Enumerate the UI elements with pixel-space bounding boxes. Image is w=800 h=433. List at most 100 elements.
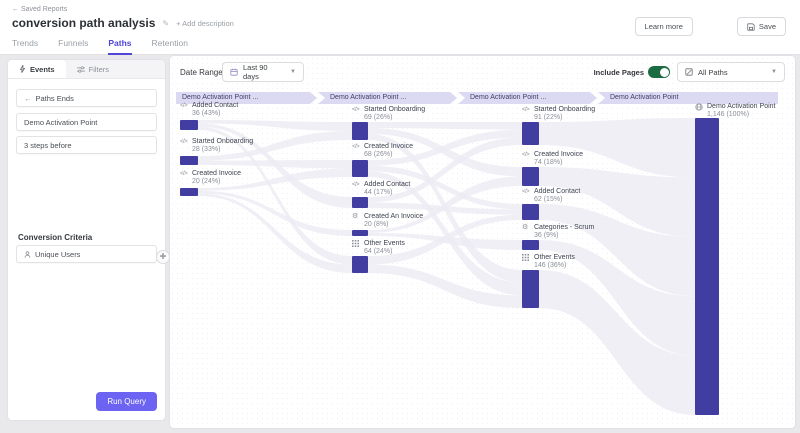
flow-link[interactable] bbox=[539, 270, 695, 415]
flow-link[interactable] bbox=[198, 126, 352, 265]
flow-link[interactable] bbox=[198, 193, 352, 273]
node-event-name: Other Events bbox=[364, 240, 405, 247]
flow-link[interactable] bbox=[539, 167, 695, 237]
sankey-node-bar[interactable] bbox=[522, 270, 539, 308]
flow-link[interactable] bbox=[368, 137, 522, 203]
custom-event-icon: ⚙ bbox=[522, 224, 529, 231]
learn-more-label: Learn more bbox=[644, 22, 683, 31]
flow-link[interactable] bbox=[539, 204, 695, 297]
sidebar-tab-filters[interactable]: Filters bbox=[66, 60, 120, 78]
add-description-button[interactable]: + Add description bbox=[176, 18, 234, 28]
sankey-node-label[interactable]: </> Created Invoice 20 (24%) bbox=[180, 170, 241, 185]
counting-method-field[interactable]: Unique Users bbox=[16, 245, 157, 263]
sankey-node-label[interactable]: </> Created Invoice 68 (26%) bbox=[352, 143, 413, 158]
flow-link[interactable] bbox=[198, 168, 352, 191]
sankey-node-label[interactable]: ⚙ Created An Invoice 20 (8%) bbox=[352, 213, 423, 228]
tab-trends[interactable]: Trends bbox=[12, 38, 39, 48]
node-count: 20 (8%) bbox=[364, 221, 389, 228]
node-event-name: Created Invoice bbox=[534, 151, 584, 158]
sankey-node-label[interactable]: </> Started Onboarding 91 (22%) bbox=[522, 106, 595, 121]
flow-link[interactable] bbox=[198, 131, 352, 161]
sidebar-tab-events[interactable]: Events bbox=[8, 60, 66, 78]
node-event-name: Categories - Scrum bbox=[534, 224, 595, 231]
sankey-node-bar[interactable] bbox=[695, 118, 719, 415]
learn-more-button[interactable]: Learn more bbox=[634, 17, 693, 36]
node-event-name: Demo Activation Point bbox=[707, 103, 776, 110]
sankey-node-bar[interactable] bbox=[180, 120, 198, 130]
sankey-node-bar[interactable] bbox=[352, 230, 368, 236]
flow-link[interactable] bbox=[368, 128, 522, 177]
tab-retention[interactable]: Retention bbox=[151, 38, 188, 48]
edit-title-icon[interactable]: ✎ bbox=[162, 18, 170, 28]
node-event-name: Added Contact bbox=[364, 181, 411, 188]
flow-link[interactable] bbox=[368, 171, 522, 296]
node-texts: Created Invoice 74 (18%) bbox=[534, 151, 583, 166]
save-button[interactable]: Save bbox=[736, 17, 786, 36]
flow-link[interactable] bbox=[368, 176, 522, 234]
node-count: 64 (24%) bbox=[364, 248, 393, 255]
panel-resize-handle[interactable]: ✚ bbox=[156, 250, 170, 264]
sankey-node-label[interactable]: Other Events 64 (24%) bbox=[352, 240, 405, 255]
filter-icon bbox=[76, 65, 85, 73]
code-event-icon: </> bbox=[352, 182, 360, 188]
run-query-button[interactable]: Run Query bbox=[96, 392, 157, 411]
column-header-banner: Demo Activation Point ... bbox=[318, 92, 457, 104]
flow-link[interactable] bbox=[539, 240, 695, 356]
node-count: 44 (17%) bbox=[364, 189, 393, 196]
paths-direction-field[interactable]: ← Paths Ends bbox=[16, 89, 157, 107]
flow-link[interactable] bbox=[198, 160, 352, 169]
node-event-name: Other Events bbox=[534, 254, 575, 261]
sankey-node-bar[interactable] bbox=[522, 122, 539, 145]
sankey-node-label[interactable]: ⚙ Categories - Scrum 36 (9%) bbox=[522, 224, 594, 239]
sankey-node-label[interactable]: </> Added Contact 44 (17%) bbox=[352, 181, 410, 196]
tab-paths[interactable]: Paths bbox=[108, 38, 132, 55]
tab-funnels[interactable]: Funnels bbox=[58, 38, 89, 48]
sankey-node-label[interactable]: </> Started Onboarding 28 (33%) bbox=[180, 138, 253, 153]
sankey-node-bar[interactable] bbox=[352, 122, 368, 140]
sankey-node-label[interactable]: </> Added Contact 36 (43%) bbox=[180, 102, 238, 117]
chevron-down-icon: ▼ bbox=[771, 69, 777, 75]
code-event-icon: </> bbox=[180, 139, 188, 145]
sankey-node-bar[interactable] bbox=[180, 188, 198, 196]
save-label: Save bbox=[758, 22, 776, 31]
node-texts: Started Onboarding 69 (26%) bbox=[364, 106, 425, 121]
sankey-node-bar[interactable] bbox=[352, 160, 368, 177]
sankey-node-bar[interactable] bbox=[522, 240, 539, 250]
sankey-node-bar[interactable] bbox=[522, 167, 539, 186]
flow-link[interactable] bbox=[368, 165, 522, 210]
sankey-node-label[interactable]: </> Added Contact 62 (15%) bbox=[522, 188, 580, 203]
code-event-icon: </> bbox=[522, 107, 530, 113]
node-count: 36 (9%) bbox=[534, 232, 559, 239]
node-event-name: Started Onboarding bbox=[364, 106, 426, 113]
include-pages-toggle[interactable] bbox=[648, 66, 670, 78]
node-texts: Started Onboarding 28 (33%) bbox=[192, 138, 253, 153]
sankey-node-bar[interactable] bbox=[352, 256, 368, 273]
sankey-node-bar[interactable] bbox=[522, 204, 539, 220]
flow-link[interactable] bbox=[368, 264, 522, 309]
query-sidebar: Events Filters ← Paths Ends Demo Activati… bbox=[8, 60, 165, 420]
sankey-node-label[interactable]: Demo Activation Point 1,146 (100%) bbox=[695, 103, 775, 118]
node-texts: Categories - Scrum 36 (9%) bbox=[534, 224, 594, 239]
sankey-node-label[interactable]: </> Started Onboarding 69 (26%) bbox=[352, 106, 425, 121]
flow-link[interactable] bbox=[368, 129, 522, 166]
back-to-saved-reports-link[interactable]: ← Saved Reports bbox=[12, 6, 68, 13]
target-event-field[interactable]: Demo Activation Point bbox=[16, 113, 157, 131]
node-texts: Added Contact 36 (43%) bbox=[192, 102, 238, 117]
node-count: 62 (15%) bbox=[534, 196, 563, 203]
steps-before-field[interactable]: 3 steps before bbox=[16, 136, 157, 154]
date-range-dropdown[interactable]: Last 90 days ▼ bbox=[222, 62, 304, 82]
paths-filter-dropdown[interactable]: All Paths ▼ bbox=[677, 62, 785, 82]
sankey-node-bar[interactable] bbox=[180, 156, 198, 165]
flow-link[interactable] bbox=[539, 118, 695, 178]
sankey-node-label[interactable]: Other Events 146 (36%) bbox=[522, 254, 575, 269]
flow-link[interactable] bbox=[368, 122, 522, 130]
flow-link[interactable] bbox=[198, 190, 352, 236]
sankey-node-bar[interactable] bbox=[352, 197, 368, 208]
sankey-node-label[interactable]: </> Created Invoice 74 (18%) bbox=[522, 151, 583, 166]
flow-link[interactable] bbox=[368, 214, 522, 265]
node-count: 74 (18%) bbox=[534, 159, 563, 166]
node-count: 146 (36%) bbox=[534, 262, 567, 269]
flow-link[interactable] bbox=[198, 120, 352, 131]
page-title: conversion path analysis bbox=[12, 16, 156, 30]
node-event-name: Created Invoice bbox=[192, 170, 242, 177]
